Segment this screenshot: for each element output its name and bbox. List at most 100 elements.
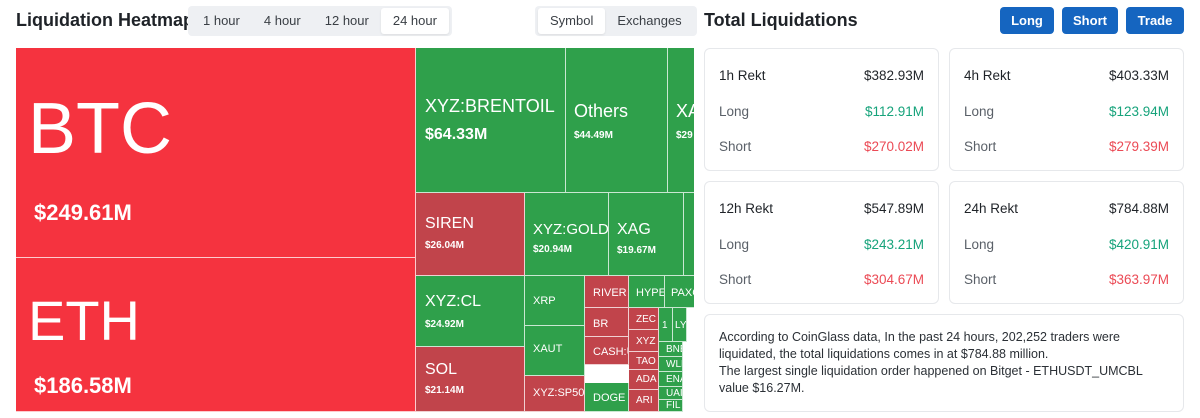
heatmap-symbol: HYPE [636, 287, 665, 299]
heatmap-cell-xag[interactable]: XAG $19.67M [609, 193, 684, 276]
heatmap-symbol: SIREN [425, 215, 474, 232]
liquidation-summary: According to CoinGlass data, In the past… [704, 314, 1184, 412]
short-label: Short [719, 272, 752, 287]
heatmap-symbol: XA [676, 101, 694, 121]
heatmap-symbol: XYZ [636, 336, 656, 347]
heatmap-cell-sol[interactable]: SOL $21.14M [416, 347, 525, 412]
heatmap-cell-1[interactable]: 1 [659, 308, 673, 342]
heatmap-cell-doge[interactable]: DOGE [585, 383, 629, 412]
card-title: 12h Rekt [719, 201, 774, 216]
tab-12-hour[interactable]: 12 hour [324, 13, 369, 28]
heatmap-cell-unlabeled[interactable] [684, 193, 694, 276]
card-title: 4h Rekt [964, 68, 1011, 83]
tab-1-hour[interactable]: 1 hour [203, 13, 240, 28]
long-button[interactable]: Long [1000, 7, 1054, 34]
heatmap-cell-xyz-gold[interactable]: XYZ:GOLD $20.94M [525, 193, 609, 276]
heatmap-symbol: XYZ:BRENTOIL [425, 96, 555, 116]
heatmap-symbol: XAUT [533, 343, 563, 355]
rekt-card-4h: 4h Rekt $403.33M Long $123.94M Short $279.3… [949, 48, 1184, 171]
heatmap-symbol: Others [574, 101, 629, 121]
heatmap-cell-fil[interactable]: FIL [659, 400, 683, 412]
heatmap-cell-xyz-cl[interactable]: XYZ:CL $24.92M [416, 276, 525, 347]
heatmap-symbol: BNB [666, 344, 682, 355]
heatmap-value: $64.33M [425, 126, 488, 143]
heatmap-symbol: ETH [28, 289, 140, 352]
heatmap-cell-xyz-sp500[interactable]: XYZ:SP500 [525, 376, 585, 412]
heatmap-value: $20.94M [533, 244, 572, 255]
heatmap-symbol: BTC [28, 89, 172, 169]
long-label: Long [719, 237, 750, 252]
heatmap-cell-cash-u[interactable]: CASH:U [585, 337, 629, 365]
total-liquidations-title: Total Liquidations [704, 10, 858, 30]
heatmap-symbol: FIL [666, 400, 681, 411]
liquidation-heatmap: BTC $249.61M ETH $186.58M XYZ:BRENTOIL $64.33… [16, 48, 694, 412]
heatmap-symbol: WLD [666, 359, 682, 370]
heatmap-cell-ly[interactable]: LY [673, 308, 687, 342]
heatmap-cell-eth[interactable]: ETH $186.58M [16, 258, 416, 412]
heatmap-cell-tao[interactable]: TAO [629, 352, 659, 370]
short-value: $363.97M [1108, 272, 1169, 287]
heatmap-value: $249.61M [34, 200, 132, 225]
heatmap-cell-uai[interactable]: UAI [659, 387, 683, 400]
card-total: $784.88M [1108, 201, 1169, 216]
short-value: $304.67M [863, 272, 924, 287]
tab-symbol[interactable]: Symbol [538, 8, 606, 34]
heatmap-cell-br[interactable]: BR [585, 308, 629, 337]
heatmap-symbol: XRP [533, 295, 556, 307]
tab-24-hour[interactable]: 24 hour [380, 8, 449, 34]
card-total: $403.33M [1108, 68, 1169, 83]
heatmap-value: $29 [676, 130, 693, 141]
heatmap-cell-bnb[interactable]: BNB [659, 342, 683, 357]
heatmap-cell-others[interactable]: Others $44.49M [566, 48, 668, 193]
long-value: $123.94M [1108, 104, 1169, 119]
heatmap-cell-xa[interactable]: XA $29 [668, 48, 694, 193]
heatmap-value: $21.14M [425, 385, 464, 396]
trade-button[interactable]: Trade [1126, 7, 1184, 34]
heatmap-symbol: ENA [666, 374, 682, 385]
short-button[interactable]: Short [1062, 7, 1118, 34]
tab-exchanges[interactable]: Exchanges [617, 13, 682, 28]
tab-4-hour[interactable]: 4 hour [263, 13, 301, 28]
heatmap-value: $24.92M [425, 319, 464, 330]
heatmap-cell-ena[interactable]: ENA [659, 372, 683, 387]
heatmap-cell-xyz-brentoil[interactable]: XYZ:BRENTOIL $64.33M [416, 48, 566, 193]
heatmap-symbol: SOL [425, 361, 458, 378]
heatmap-title: Liquidation Heatmap [16, 10, 195, 30]
long-value: $420.91M [1108, 237, 1169, 252]
grouping-selector: Symbol Exchanges [535, 6, 697, 36]
heatmap-cell-zec[interactable]: ZEC [629, 308, 659, 330]
long-label: Long [964, 104, 995, 119]
heatmap-symbol: XYZ:CL [425, 293, 482, 310]
heatmap-symbol: PAXG [671, 287, 694, 299]
heatmap-symbol: ADA [636, 374, 657, 385]
heatmap-symbol: XYZ:GOLD [533, 221, 609, 238]
heatmap-symbol: ARI [636, 395, 653, 406]
heatmap-cell-hype[interactable]: HYPE [629, 276, 665, 308]
long-value: $112.91M [864, 104, 924, 119]
heatmap-cell-wld[interactable]: WLD [659, 357, 683, 372]
short-label: Short [964, 272, 997, 287]
heatmap-cell-ari[interactable]: ARI [629, 390, 659, 412]
time-range-selector: 1 hour 4 hour 12 hour 24 hour [188, 6, 452, 36]
heatmap-symbol: ZEC [636, 314, 656, 325]
heatmap-cell-xyz[interactable]: XYZ [629, 330, 659, 352]
long-label: Long [964, 237, 995, 252]
card-title: 24h Rekt [964, 201, 1019, 216]
heatmap-symbol: BR [593, 318, 609, 330]
heatmap-symbol: LY [675, 320, 687, 331]
card-title: 1h Rekt [719, 68, 766, 83]
heatmap-cell-ada[interactable]: ADA [629, 370, 659, 390]
rekt-card-12h: 12h Rekt $547.89M Long $243.21M Short $304.… [704, 181, 939, 304]
heatmap-symbol: XAG [617, 221, 651, 238]
heatmap-cell-xrp[interactable]: XRP [525, 276, 585, 326]
heatmap-symbol: XYZ:SP500 [533, 387, 585, 399]
heatmap-cell-btc[interactable]: BTC $249.61M [16, 48, 416, 258]
summary-line-1: According to CoinGlass data, In the past… [719, 330, 1120, 361]
long-value: $243.21M [863, 237, 924, 252]
heatmap-cell-river[interactable]: RIVER [585, 276, 629, 308]
heatmap-value: $26.04M [425, 240, 464, 251]
heatmap-cell-paxg[interactable]: PAXG [665, 276, 694, 308]
heatmap-cell-xaut[interactable]: XAUT [525, 326, 585, 376]
heatmap-symbol: DOGE [593, 392, 626, 404]
heatmap-cell-siren[interactable]: SIREN $26.04M [416, 193, 525, 276]
